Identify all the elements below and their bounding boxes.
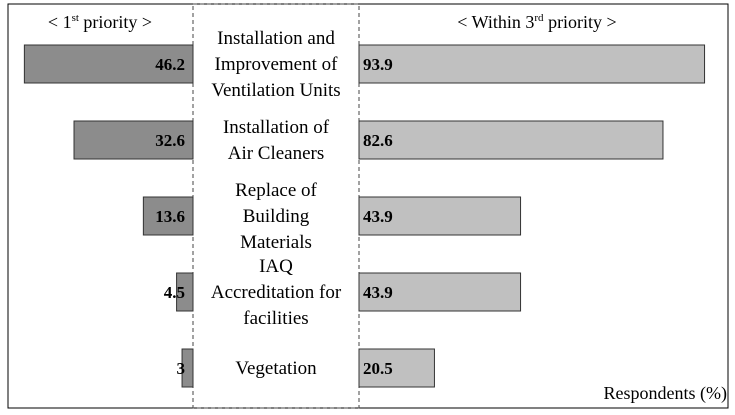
first-priority-bars: 46.2 32.6 13.6 4.5 3: [23, 44, 194, 388]
bar-first-priority-5: [181, 348, 194, 388]
category-label-4: IAQ Accreditation for facilities: [211, 256, 342, 329]
bar-first-priority-2: [73, 120, 194, 160]
bar-third-priority-2: [358, 120, 664, 160]
bar-third-priority-5: [358, 348, 435, 388]
value-label-third-2: 82.6: [363, 131, 393, 150]
value-label-third-5: 20.5: [363, 359, 393, 378]
category-label-3: Replace of Building Materials: [235, 180, 317, 253]
bar-third-priority-4: [358, 272, 522, 312]
bar-first-priority-4: [176, 272, 194, 312]
category-label-1: Installation and Improvement of Ventilatio…: [211, 28, 340, 101]
category-labels: Installation and Improvement of Ventilatio…: [211, 28, 342, 379]
category-label-2: Installation of Air Cleaners: [223, 117, 330, 164]
series-header-1: < 1st priority >: [48, 12, 152, 32]
bar-first-priority-1: [23, 44, 194, 84]
value-label-first-5: 3: [177, 359, 186, 378]
category-label-5: Vegetation: [235, 358, 317, 379]
value-label-third-3: 43.9: [363, 207, 393, 226]
unit-label: Respondents (%): [604, 383, 727, 404]
value-label-first-3: 13.6: [155, 207, 185, 226]
third-priority-bars: 93.9 82.6 43.9 43.9 20.5: [358, 44, 706, 388]
bar-third-priority-3: [358, 196, 522, 236]
series-headers: < 1st priority > < Within 3rd priority >: [48, 12, 617, 32]
value-label-third-1: 93.9: [363, 55, 393, 74]
series-header-2: < Within 3rd priority >: [457, 12, 616, 32]
value-label-first-4: 4.5: [164, 283, 185, 302]
bar-first-priority-3: [142, 196, 194, 236]
value-label-first-1: 46.2: [155, 55, 185, 74]
outer-border: [7, 3, 729, 409]
bar-third-priority-1: [358, 44, 706, 84]
value-label-first-2: 32.6: [155, 131, 185, 150]
value-label-third-4: 43.9: [363, 283, 393, 302]
